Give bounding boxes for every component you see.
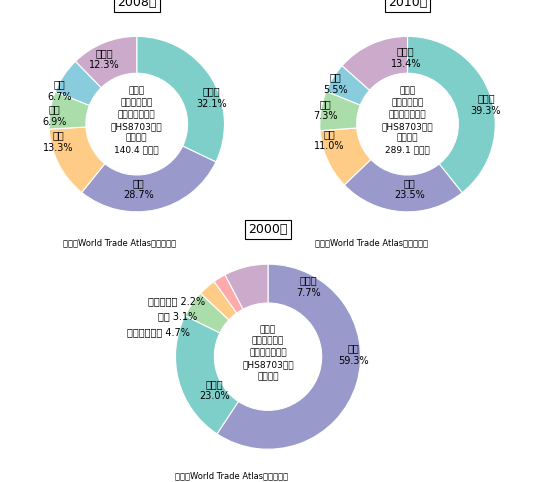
Text: その他
7.7%: その他 7.7% (296, 275, 321, 297)
Text: 韓国
6.7%: 韓国 6.7% (48, 80, 72, 102)
Text: 資料：World Trade Atlasから作成。: 資料：World Trade Atlasから作成。 (315, 239, 428, 248)
Text: 資料：World Trade Atlasから作成。: 資料：World Trade Atlasから作成。 (175, 471, 288, 481)
Text: 資料：World Trade Atlasから作成。: 資料：World Trade Atlasから作成。 (63, 239, 176, 248)
Wedge shape (217, 264, 360, 449)
Wedge shape (225, 264, 268, 309)
Wedge shape (82, 146, 216, 212)
Wedge shape (185, 294, 229, 333)
Title: 2008年: 2008年 (117, 0, 156, 9)
Text: その他
12.3%: その他 12.3% (89, 48, 119, 70)
Text: 日本
23.5%: 日本 23.5% (394, 178, 424, 200)
Text: その他
13.4%: その他 13.4% (391, 46, 421, 68)
Text: 日本
59.3%: 日本 59.3% (339, 344, 369, 366)
Text: ドイツ
32.1%: ドイツ 32.1% (196, 87, 227, 109)
Wedge shape (320, 128, 371, 185)
Text: ハンガリー 2.2%: ハンガリー 2.2% (148, 296, 205, 306)
Text: 米国
13.3%: 米国 13.3% (43, 131, 74, 153)
Text: 中国の
「乗用自動車
その他の自動車
（HS8703）」
輸入総額
140.4 億ドル: 中国の 「乗用自動車 その他の自動車 （HS8703）」 輸入総額 140.4 … (111, 87, 162, 155)
Wedge shape (408, 37, 495, 193)
Text: 米国
11.0%: 米国 11.0% (314, 129, 345, 151)
Text: 英国
7.3%: 英国 7.3% (313, 99, 337, 121)
Title: 2000年: 2000年 (248, 223, 288, 236)
Wedge shape (176, 316, 238, 434)
Wedge shape (55, 61, 101, 106)
Title: 2010年: 2010年 (388, 0, 427, 9)
Wedge shape (214, 275, 243, 313)
Wedge shape (49, 127, 105, 192)
Wedge shape (75, 37, 137, 88)
Text: 韓国
5.5%: 韓国 5.5% (323, 73, 348, 95)
Text: ドイツ
39.3%: ドイツ 39.3% (470, 94, 501, 116)
Wedge shape (342, 37, 408, 90)
Text: 英国
6.9%: 英国 6.9% (42, 104, 67, 127)
Text: 中国の
「乗用自動車
その他の自動車
（HS8703）」
輸入総額: 中国の 「乗用自動車 その他の自動車 （HS8703）」 輸入総額 (242, 325, 294, 381)
Wedge shape (326, 66, 370, 105)
Wedge shape (320, 91, 360, 131)
Text: 米国 3.1%: 米国 3.1% (159, 311, 197, 321)
Wedge shape (137, 37, 224, 162)
Text: 日本
28.7%: 日本 28.7% (123, 178, 154, 200)
Text: 中国の
「乗用自動車
その他の自動車
（HS8703）」
輸入総額
289.1 億ドル: 中国の 「乗用自動車 その他の自動車 （HS8703）」 輸入総額 289.1 … (382, 87, 433, 155)
Wedge shape (201, 281, 237, 320)
Text: スウェーデン 4.7%: スウェーデン 4.7% (127, 328, 190, 337)
Text: ドイツ
23.0%: ドイツ 23.0% (199, 379, 230, 401)
Wedge shape (49, 92, 90, 129)
Wedge shape (344, 160, 462, 212)
